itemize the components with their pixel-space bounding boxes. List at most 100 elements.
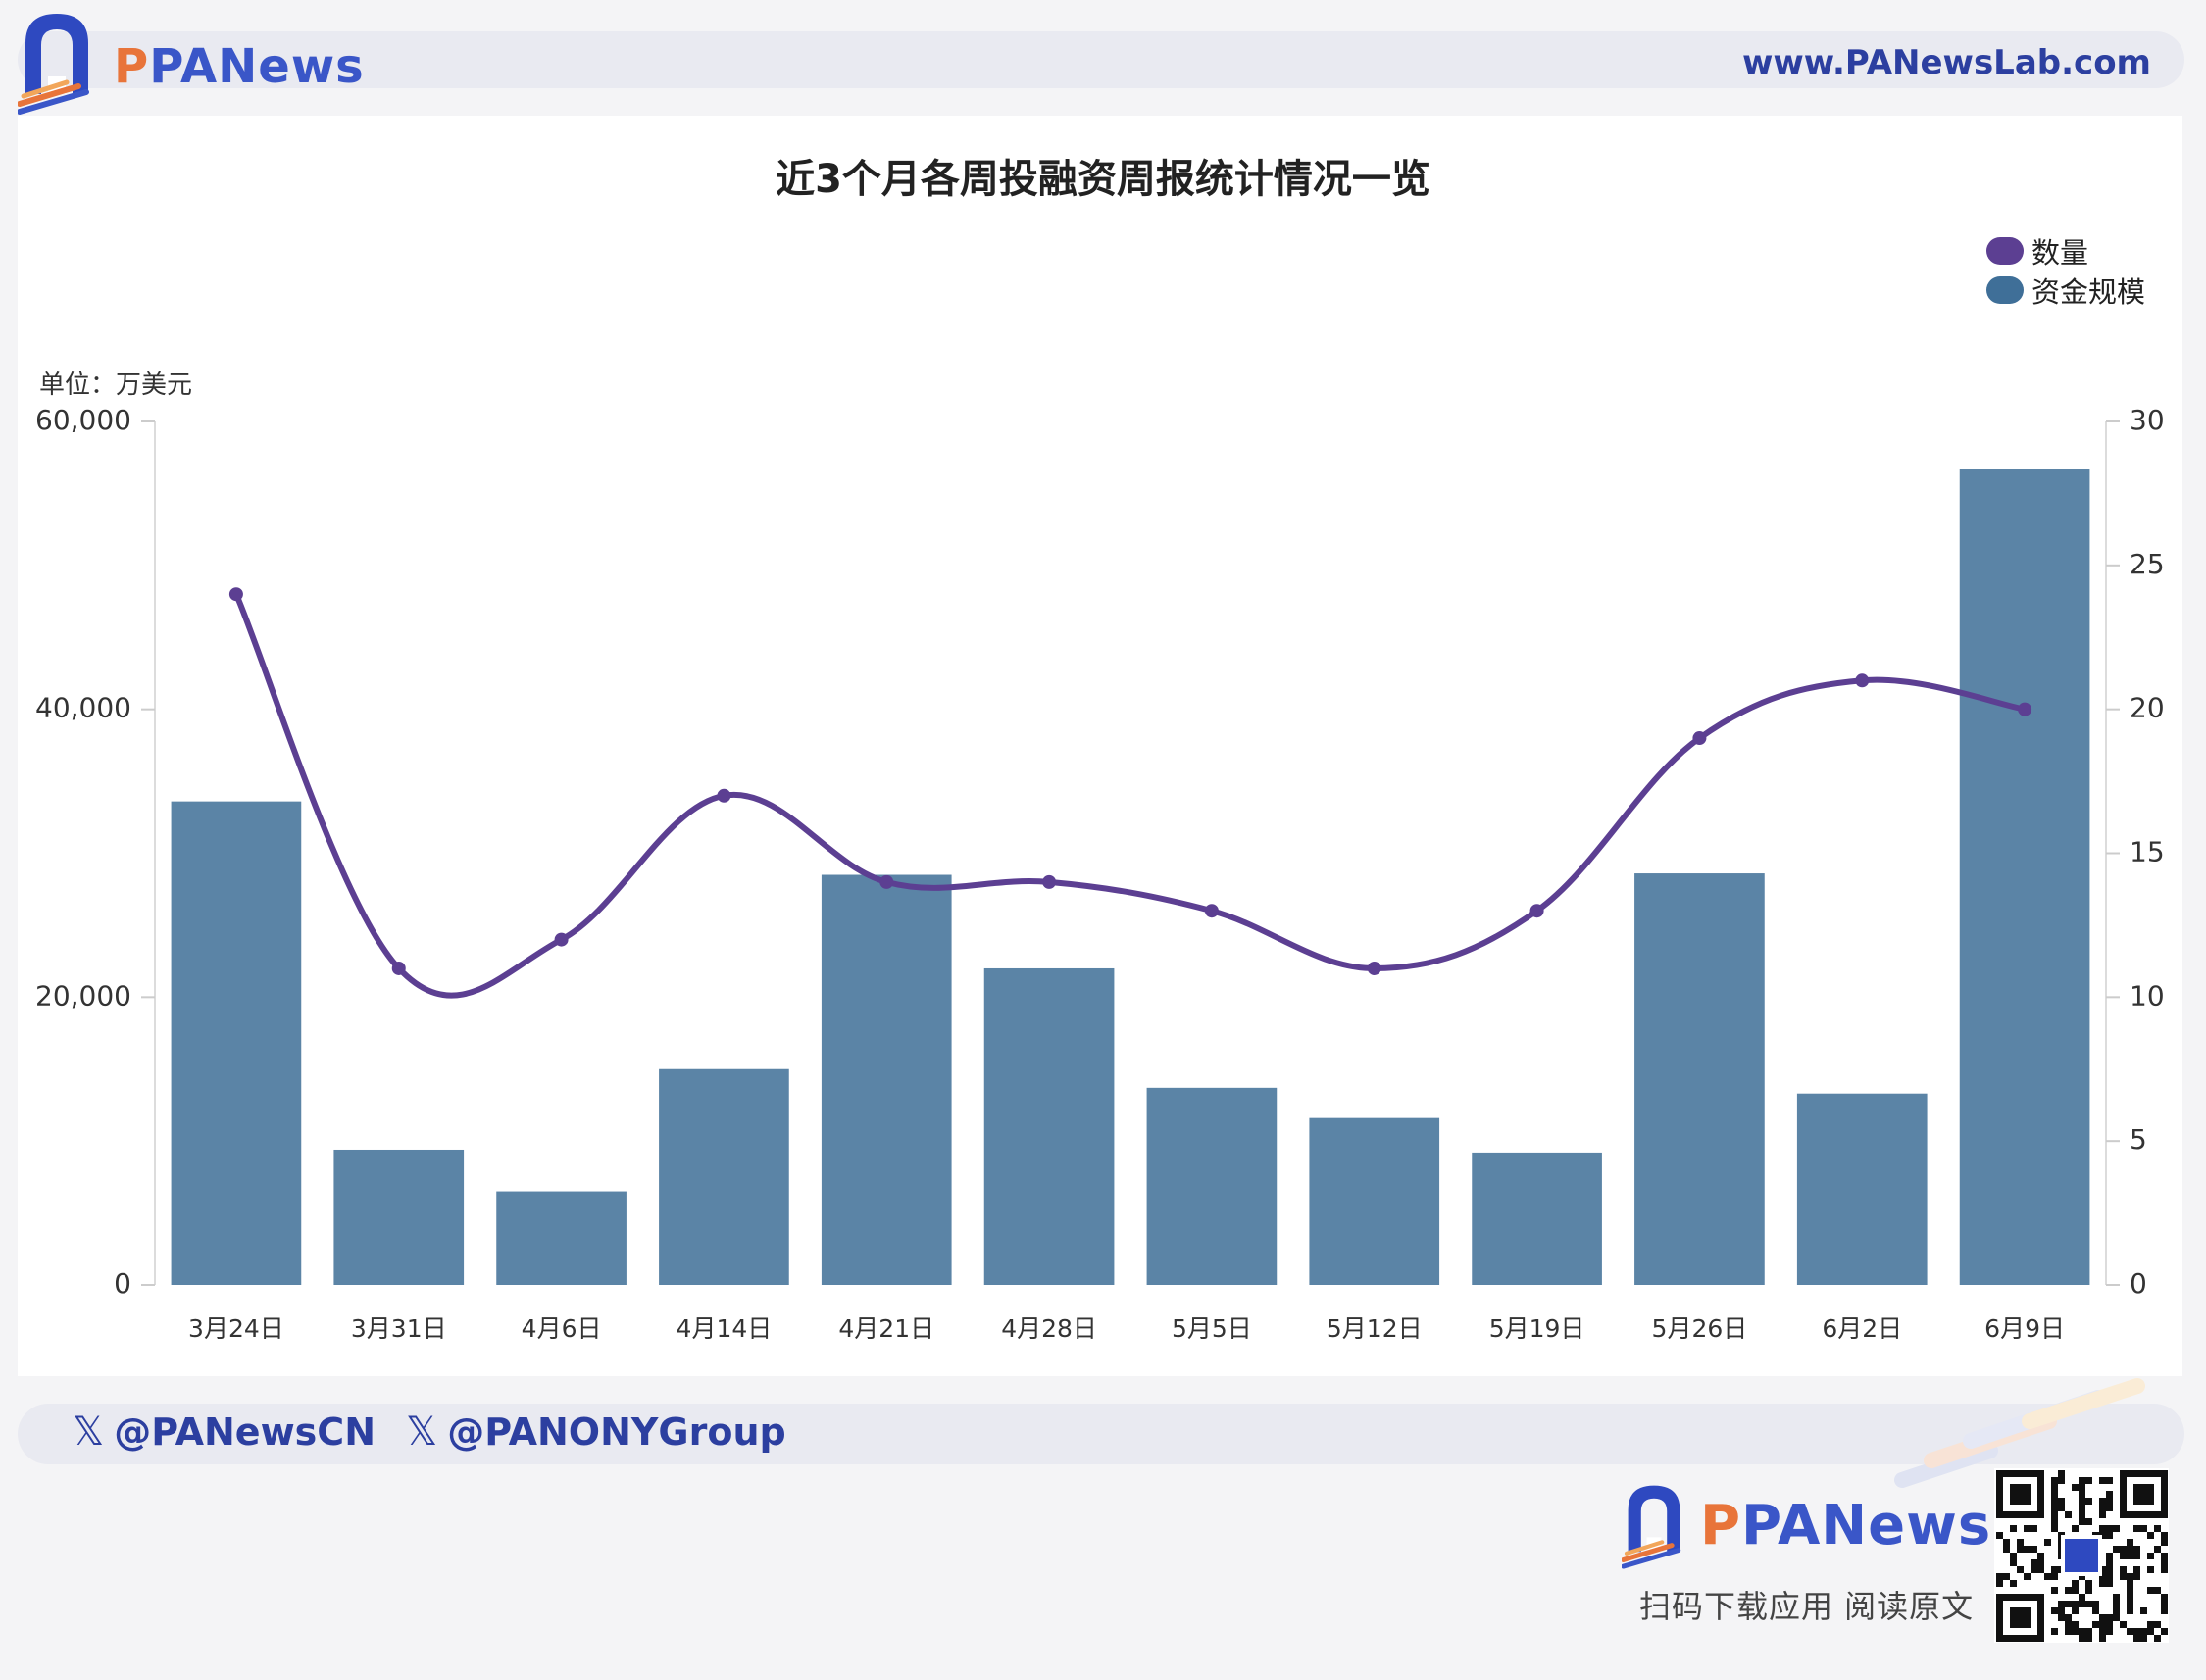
qr-module [2106, 1566, 2113, 1573]
qr-module [2161, 1566, 2168, 1573]
qr-module [2106, 1532, 2113, 1539]
panews-logo-icon [1622, 1485, 1681, 1569]
x-axis-tick-label: 4月14日 [677, 1314, 773, 1343]
qr-module [2120, 1621, 2127, 1628]
count-point-5 [879, 874, 894, 889]
legend-swatch-count [1986, 237, 2024, 265]
qr-module [2154, 1587, 2161, 1594]
x-axis-tick-label: 4月28日 [1001, 1314, 1097, 1343]
qr-module [2133, 1525, 2140, 1532]
qr-module [2031, 1525, 2037, 1532]
qr-module [2120, 1546, 2127, 1553]
legend-item-count[interactable]: 数量 [1986, 231, 2145, 271]
qr-module [2106, 1477, 2113, 1484]
qr-module [2079, 1505, 2085, 1511]
qr-module [2154, 1621, 2161, 1628]
qr-module [2003, 1573, 2010, 1580]
qr-module [2106, 1573, 2113, 1580]
qr-module [2106, 1628, 2113, 1635]
qr-module [2085, 1635, 2092, 1642]
qr-module [2079, 1484, 2085, 1491]
qr-module [2072, 1580, 2079, 1587]
x-axis-tick-label: 4月21日 [838, 1314, 934, 1343]
qr-module [2051, 1607, 2058, 1614]
qr-module [2031, 1546, 2037, 1553]
qr-module [2127, 1546, 2133, 1553]
qr-module [2065, 1539, 2098, 1572]
qr-module [1996, 1532, 2003, 1539]
qr-module [2085, 1477, 2092, 1484]
footer-logo[interactable]: PPANews [1622, 1480, 1991, 1570]
qr-module [2079, 1498, 2085, 1505]
qr-module [2051, 1573, 2058, 1580]
qr-module [2113, 1607, 2120, 1614]
qr-module [2058, 1505, 2065, 1511]
count-point-12 [2018, 702, 2032, 716]
bar-4 [659, 1068, 789, 1285]
qr-module [2092, 1621, 2099, 1628]
qr-module [2106, 1553, 2113, 1559]
qr-module [2099, 1505, 2106, 1511]
legend-label-count: 数量 [2031, 236, 2089, 270]
qr-module [2099, 1614, 2106, 1621]
left-axis-tick-label: 20,000 [35, 979, 131, 1012]
qr-module [2140, 1635, 2147, 1642]
qr-module [2161, 1539, 2168, 1546]
qr-module [2058, 1498, 2065, 1505]
qr-module [2127, 1539, 2133, 1546]
qr-module [2099, 1621, 2106, 1628]
legend-item-amount[interactable]: 资金规模 [1986, 271, 2145, 310]
qr-code-icon[interactable] [1994, 1468, 2169, 1643]
qr-module [2085, 1628, 2092, 1635]
qr-module [2147, 1553, 2154, 1559]
count-point-3 [554, 932, 569, 947]
count-point-1 [228, 587, 243, 602]
qr-module [2161, 1594, 2168, 1601]
qr-module [2127, 1580, 2133, 1587]
qr-module [2092, 1601, 2099, 1607]
qr-module [2113, 1601, 2120, 1607]
bar-3 [496, 1191, 627, 1285]
qr-module [2127, 1553, 2133, 1559]
qr-module [2051, 1505, 2058, 1511]
qr-module [2113, 1594, 2120, 1601]
qr-module [2106, 1498, 2113, 1505]
qr-module [1996, 1580, 2003, 1587]
chart-title: 近3个月各周投融资周报统计情况一览 [776, 157, 1430, 202]
x-axis-tick-label: 5月5日 [1172, 1314, 1252, 1343]
left-axis-tick-label: 0 [114, 1267, 131, 1300]
legend-swatch-amount [1986, 276, 2024, 304]
qr-module [2106, 1491, 2113, 1498]
qr-module [2010, 1525, 2017, 1532]
qr-module [2099, 1498, 2106, 1505]
count-point-9 [1529, 904, 1544, 918]
qr-module [2133, 1573, 2140, 1580]
qr-module [2058, 1614, 2065, 1621]
qr-module [2065, 1601, 2072, 1607]
qr-module [2072, 1587, 2079, 1594]
qr-module [2113, 1525, 2120, 1532]
qr-module [2024, 1573, 2031, 1580]
qr-module [2161, 1601, 2168, 1607]
count-point-8 [1367, 961, 1381, 975]
social-handle-cn: @PANewsCN [114, 1410, 376, 1454]
x-logo-icon: 𝕏 [73, 1409, 105, 1455]
right-axis-tick-label: 30 [2130, 404, 2165, 436]
social-link-group[interactable]: 𝕏 @PANONYGroup [406, 1409, 786, 1455]
social-link-cn[interactable]: 𝕏 @PANewsCN [73, 1409, 376, 1455]
count-point-2 [391, 961, 406, 975]
header-logo[interactable]: PPANews [18, 8, 365, 116]
right-axis-tick-label: 20 [2130, 692, 2165, 724]
bar-9 [1472, 1152, 1602, 1285]
qr-module [2113, 1546, 2120, 1553]
x-axis-tick-label: 3月24日 [188, 1314, 284, 1343]
qr-module [2058, 1470, 2065, 1477]
qr-module [2072, 1484, 2079, 1491]
qr-module [2010, 1559, 2017, 1566]
x-logo-icon: 𝕏 [406, 1409, 438, 1455]
decorative-stripes-icon [1894, 1378, 2145, 1488]
bar-12 [1959, 469, 2090, 1286]
site-url[interactable]: www.PANewsLab.com [1741, 43, 2151, 82]
qr-module [2051, 1628, 2058, 1635]
